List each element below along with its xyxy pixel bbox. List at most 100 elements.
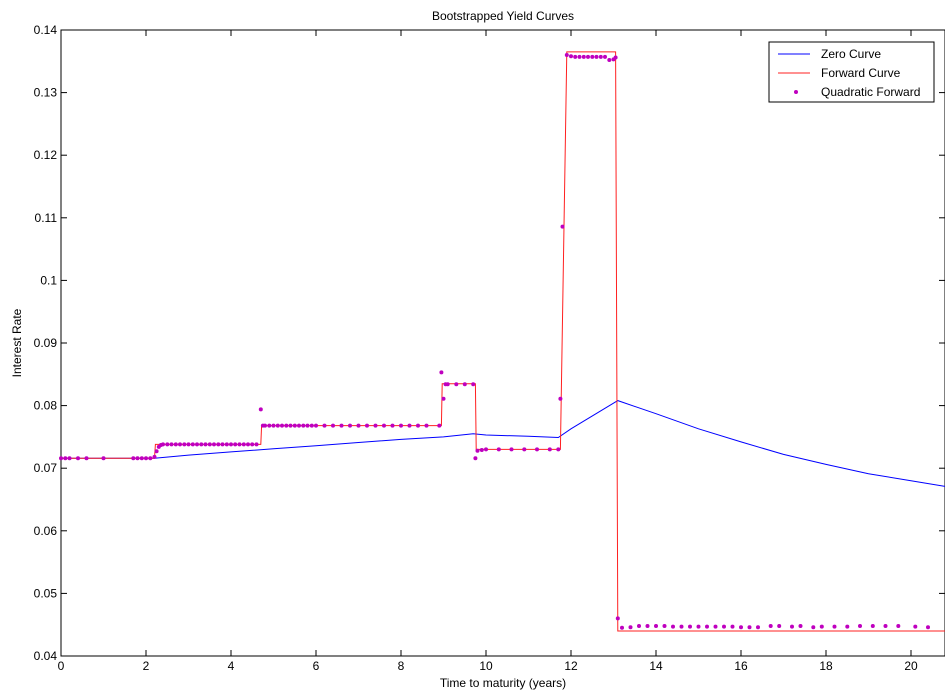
quadratic-forward-point: [229, 442, 233, 447]
quadratic-forward-point: [59, 456, 63, 461]
quadratic-forward-point: [407, 423, 412, 428]
quadratic-forward-point: [348, 423, 352, 428]
quadratic-forward-point: [654, 624, 658, 628]
quadratic-forward-point: [496, 447, 501, 452]
quadratic-forward-point: [314, 423, 318, 428]
quadratic-forward-point: [671, 624, 675, 629]
quadratic-forward-point: [607, 58, 612, 62]
quadratic-forward-point: [569, 54, 573, 59]
quadratic-forward-point: [439, 370, 444, 375]
quadratic-forward-point: [454, 382, 459, 387]
quadratic-forward-point: [322, 423, 327, 428]
quadratic-forward-point: [445, 382, 450, 387]
quadratic-forward-point: [267, 423, 272, 428]
quadratic-forward-point: [182, 442, 187, 447]
quadratic-forward-point: [705, 624, 709, 629]
quadratic-forward-point: [390, 423, 395, 428]
legend-label-forward-curve: Forward Curve: [821, 66, 901, 80]
quadratic-forward-point: [471, 382, 476, 387]
quadratic-forward-point: [305, 423, 310, 428]
quadratic-forward-point: [203, 442, 208, 447]
y-tick-label: 0.05: [34, 586, 58, 600]
quadratic-forward-point: [416, 423, 420, 428]
quadratic-forward-point: [475, 448, 480, 453]
quadratic-forward-point: [309, 423, 314, 428]
quadratic-forward-point: [620, 625, 624, 630]
quadratic-forward-point: [212, 442, 216, 447]
quadratic-forward-point: [237, 442, 242, 447]
y-tick-label: 0.1: [40, 273, 57, 287]
quadratic-forward-point: [819, 624, 824, 629]
quadratic-forward-point: [101, 456, 106, 461]
quadratic-forward-point: [586, 54, 590, 59]
quadratic-forward-point: [76, 456, 80, 461]
quadratic-forward-point: [139, 456, 144, 461]
quadratic-forward-point: [730, 624, 735, 629]
quadratic-forward-point: [63, 456, 68, 461]
quadratic-forward-point: [696, 624, 701, 629]
quadratic-forward-point: [913, 624, 918, 629]
quadratic-forward-point: [356, 423, 361, 428]
quadratic-forward-point: [216, 442, 221, 447]
quadratic-forward-point: [233, 442, 238, 447]
quadratic-forward-point: [479, 448, 484, 452]
quadratic-forward-point: [768, 624, 773, 628]
quadratic-forward-point: [832, 624, 837, 629]
y-axis-label: Interest Rate: [10, 308, 24, 377]
plot-area: [60, 29, 945, 657]
quadratic-forward-point: [154, 449, 159, 454]
quadratic-forward-point: [148, 456, 153, 461]
y-tick-label: 0.06: [34, 524, 58, 538]
quadratic-forward-point: [645, 624, 650, 628]
quadratic-forward-point: [798, 624, 803, 628]
quadratic-forward-point: [473, 456, 478, 461]
quadratic-forward-point: [186, 442, 191, 447]
y-tick-label: 0.13: [34, 86, 58, 100]
quadratic-forward-point: [790, 624, 794, 629]
quadratic-forward-point: [615, 616, 620, 621]
quadratic-forward-point: [178, 442, 182, 447]
y-tick-label: 0.14: [34, 23, 58, 37]
x-tick-label: 12: [564, 659, 578, 673]
x-axis: 0 2 4 6 8 10 12 14 16 18 20: [58, 30, 918, 673]
quadratic-forward-point: [424, 423, 429, 428]
quadratic-forward-point: [747, 625, 752, 630]
quadratic-forward-point: [688, 624, 692, 629]
y-tick-label: 0.04: [34, 649, 58, 663]
quadratic-forward-point: [331, 423, 335, 428]
quadratic-forward-point: [297, 423, 301, 428]
quadratic-forward-point: [522, 447, 527, 452]
quadratic-forward-point: [399, 423, 403, 428]
quadratic-forward-point: [339, 423, 344, 428]
quadratic-forward-point: [173, 442, 178, 447]
quadratic-forward-point: [509, 447, 514, 452]
quadratic-forward-point: [67, 456, 72, 461]
quadratic-forward-point: [288, 423, 293, 428]
x-tick-label: 10: [479, 659, 493, 673]
x-tick-label: 2: [143, 659, 150, 673]
quadratic-forward-point: [560, 224, 565, 229]
x-tick-label: 6: [313, 659, 320, 673]
quadratic-forward-point: [220, 442, 225, 447]
quadratic-forward-point: [577, 54, 582, 59]
quadratic-forward-point: [598, 54, 603, 59]
quadratic-forward-point: [152, 454, 157, 459]
y-tick-label: 0.09: [34, 336, 58, 350]
x-tick-label: 0: [58, 659, 65, 673]
quadratic-forward-point: [263, 423, 267, 428]
quadratic-forward-point: [365, 423, 369, 428]
x-tick-label: 14: [649, 659, 663, 673]
quadratic-forward-point: [594, 54, 599, 59]
quadratic-forward-point: [628, 625, 633, 630]
quadratic-forward-point: [292, 423, 297, 428]
quadratic-forward-point: [603, 54, 607, 59]
quadratic-forward-point: [679, 624, 684, 629]
quadratic-forward-point: [382, 423, 386, 428]
quadratic-forward-point: [556, 447, 561, 452]
quadratic-forward-point: [169, 442, 174, 447]
quadratic-forward-point: [547, 447, 552, 452]
quadratic-forward-point: [165, 442, 170, 447]
quadratic-forward-point: [284, 423, 289, 428]
quadratic-forward-point: [301, 423, 306, 428]
